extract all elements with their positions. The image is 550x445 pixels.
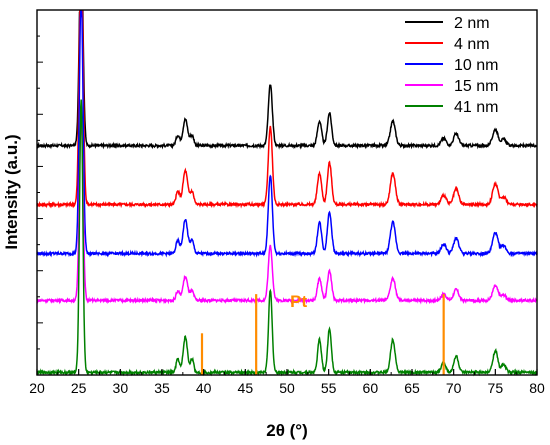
x-tick-label: 80 bbox=[529, 380, 545, 396]
x-ticks-group: 20 25 30 35 40 45 50 55 60 65 70 75 80 bbox=[29, 369, 545, 396]
x-tick-label: 45 bbox=[238, 380, 254, 396]
reference-lines-group: Pt bbox=[200, 292, 445, 375]
x-tick-label: 70 bbox=[446, 380, 462, 396]
series-line-41-nm bbox=[36, 99, 538, 377]
series-line-2-nm bbox=[36, 10, 538, 150]
x-tick-label: 35 bbox=[154, 380, 170, 396]
series-line-4-nm bbox=[36, 10, 538, 209]
x-tick-label: 30 bbox=[113, 380, 129, 396]
x-tick-label: 65 bbox=[404, 380, 420, 396]
legend-label: 4 nm bbox=[454, 36, 490, 53]
legend-label: 15 nm bbox=[454, 78, 498, 95]
x-tick-label: 55 bbox=[321, 380, 337, 396]
x-tick-label: 50 bbox=[279, 380, 295, 396]
x-tick-label: 60 bbox=[363, 380, 379, 396]
y-ticks-group bbox=[37, 35, 43, 350]
legend-label: 2 nm bbox=[454, 15, 490, 32]
x-tick-label: 40 bbox=[196, 380, 212, 396]
legend-label: 10 nm bbox=[454, 57, 498, 74]
x-tick-label: 75 bbox=[488, 380, 504, 396]
series-line-15-nm bbox=[36, 119, 538, 305]
series-line-10-nm bbox=[36, 10, 538, 258]
x-axis-title: 2θ (°) bbox=[266, 421, 308, 440]
x-tick-label: 25 bbox=[71, 380, 87, 396]
y-axis-title: Intensity (a.u.) bbox=[2, 134, 21, 249]
pt-label: Pt bbox=[290, 292, 307, 311]
x-tick-label: 20 bbox=[29, 380, 45, 396]
legend-label: 41 nm bbox=[454, 99, 498, 116]
legend: 2 nm 4 nm 10 nm 15 nm 41 nm bbox=[405, 15, 498, 116]
